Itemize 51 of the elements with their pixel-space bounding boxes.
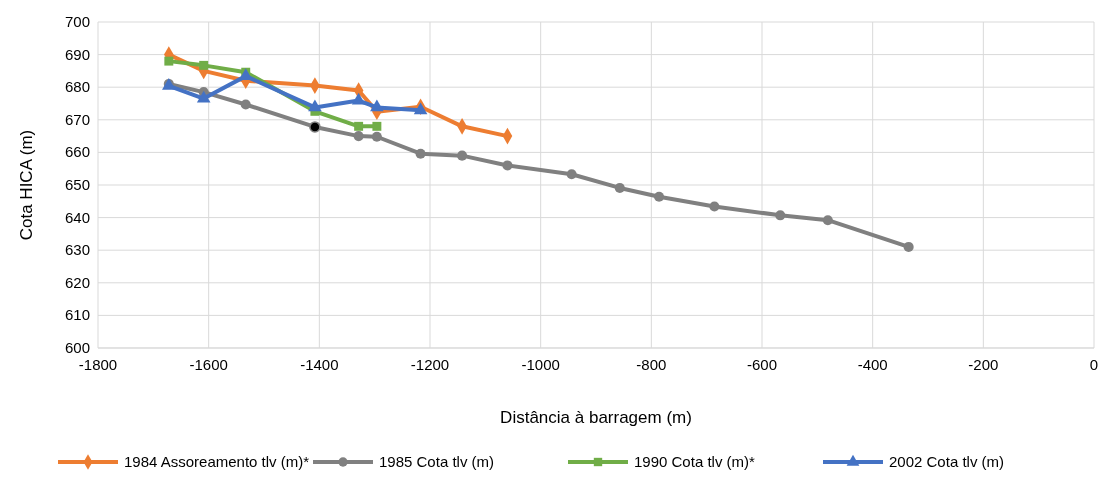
point	[164, 56, 174, 66]
point	[709, 201, 720, 212]
x-axis-title: Distância à barragem (m)	[500, 408, 692, 427]
legend-label: 2002 Cota tlv (m)	[889, 453, 1005, 470]
point	[566, 169, 577, 180]
point	[372, 121, 382, 131]
y-tick-label: 670	[64, 110, 90, 128]
point	[654, 191, 665, 202]
point	[614, 182, 625, 193]
point	[415, 148, 426, 159]
point	[240, 99, 251, 110]
y-tick-label: 690	[64, 45, 90, 63]
point	[351, 92, 366, 105]
y-tick-label: 610	[64, 306, 90, 324]
point	[413, 102, 428, 115]
point	[775, 210, 786, 221]
point	[309, 121, 321, 133]
point	[370, 99, 384, 112]
point	[903, 241, 914, 252]
y-axis-title: Cota HICA (m)	[17, 129, 36, 241]
x-tick-label: -1600	[189, 356, 228, 373]
point	[308, 99, 322, 112]
x-tick-label: -200	[968, 356, 999, 373]
legend-label: 1990 Cota tlv (m)*	[634, 453, 756, 470]
point	[199, 60, 209, 70]
y-tick-label: 660	[64, 143, 90, 161]
x-tick-label: -1200	[410, 356, 450, 373]
x-tick-label: -600	[746, 356, 778, 373]
x-tick-label: 0	[1089, 356, 1099, 373]
point	[353, 131, 364, 142]
point	[196, 90, 211, 103]
y-tick-label: 650	[64, 176, 90, 193]
point	[371, 131, 382, 142]
x-tick-label: -1400	[300, 356, 339, 373]
point	[502, 160, 513, 171]
point	[354, 121, 364, 131]
x-tick-label: -800	[636, 356, 667, 373]
y-tick-label: 620	[64, 273, 90, 291]
legend-label: 1984 Assoreamento tlv (m)*	[124, 453, 310, 470]
x-tick-label: -1000	[521, 356, 560, 373]
point	[822, 215, 833, 226]
x-tick-label: -1800	[78, 356, 118, 373]
y-tick-label: 600	[64, 339, 90, 356]
y-tick-label: 640	[64, 208, 90, 226]
point	[457, 150, 468, 161]
y-tick-label: 630	[64, 241, 90, 259]
legend-label: 1985 Cota tlv (m)	[379, 453, 495, 470]
x-tick-label: -400	[857, 356, 888, 373]
point	[238, 68, 253, 81]
y-tick-label: 700	[64, 13, 90, 30]
y-tick-label: 680	[64, 78, 90, 96]
